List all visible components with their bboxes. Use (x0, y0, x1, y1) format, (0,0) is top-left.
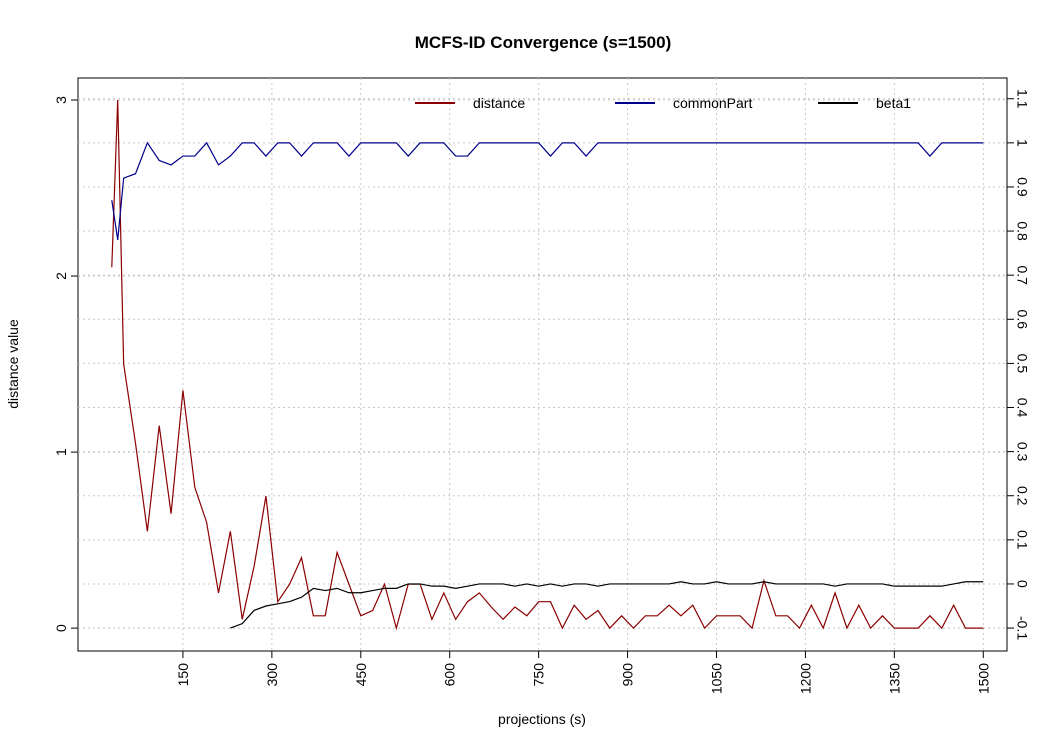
x-tick-label: 300 (264, 663, 280, 687)
x-tick-label: 1350 (886, 663, 902, 694)
y2-tick-label: 1.1 (1014, 89, 1030, 109)
legend-label: commonPart (673, 95, 752, 111)
x-tick-label: 600 (442, 663, 458, 687)
x-tick-label: 450 (353, 663, 369, 687)
x-tick-label: 1500 (975, 663, 991, 694)
y2-tick-label: 0.2 (1014, 486, 1030, 506)
y-tick-label: 2 (53, 272, 69, 280)
y-tick-label: 1 (53, 448, 69, 456)
legend-label: distance (473, 95, 525, 111)
chart-title: MCFS-ID Convergence (s=1500) (415, 33, 672, 52)
y2-tick-label: 0.8 (1014, 221, 1030, 241)
y2-tick-label: 0.3 (1014, 442, 1030, 462)
plot-frame (77, 77, 1008, 652)
y2-tick-label: 0.1 (1014, 530, 1030, 550)
y2-tick-label: 0 (1014, 580, 1030, 588)
y-tick-label: 3 (53, 96, 69, 104)
y-axis-label: distance value (5, 319, 21, 409)
series-line (230, 581, 984, 629)
x-axis-label: projections (s) (498, 711, 586, 727)
x-tick-label: 750 (531, 663, 547, 687)
series-line (111, 99, 984, 631)
y-tick-label: 0 (53, 624, 69, 632)
y2-tick-label: -0.1 (1014, 616, 1030, 640)
x-tick-label: 900 (620, 663, 636, 687)
y2-tick-label: 0.6 (1014, 310, 1030, 330)
series-line (111, 141, 984, 240)
y2-tick-label: 0.7 (1014, 265, 1030, 285)
y2-tick-label: 0.4 (1014, 398, 1030, 418)
x-tick-label: 1200 (797, 663, 813, 694)
y2-tick-label: 0.5 (1014, 354, 1030, 374)
x-tick-label: 150 (175, 663, 191, 687)
legend-label: beta1 (876, 95, 911, 111)
x-tick-label: 1050 (709, 663, 725, 694)
y2-tick-label: 0.9 (1014, 177, 1030, 197)
y2-tick-label: 1 (1014, 139, 1030, 147)
